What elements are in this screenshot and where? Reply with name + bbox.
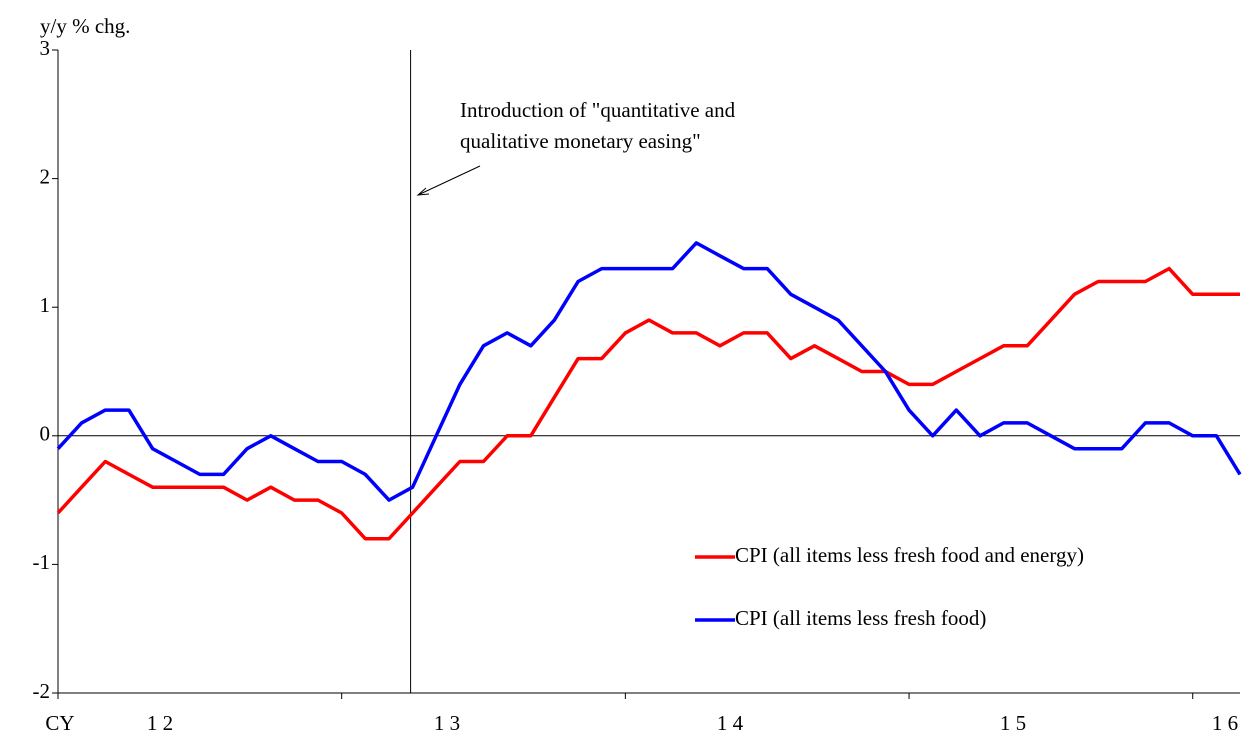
y-tick-label: -1 — [33, 550, 51, 574]
x-tick-label: 1 5 — [1000, 711, 1026, 735]
annotation-arrow — [417, 165, 481, 196]
x-tick-label: CY — [45, 711, 74, 735]
series-line — [56, 266, 1240, 541]
y-tick-label: 2 — [40, 164, 51, 188]
x-tick-label: 1 6 — [1212, 711, 1238, 735]
arrow-head — [416, 187, 430, 196]
annotation: qualitative monetary easing" — [460, 129, 701, 153]
x-tick-label: 1 2 — [147, 711, 173, 735]
legend-label: CPI (all items less fresh food) — [735, 606, 986, 630]
y-tick-label: 0 — [40, 422, 51, 446]
y-tick-label: -2 — [33, 679, 51, 703]
series-line — [56, 241, 1242, 502]
legend-label: CPI (all items less fresh food and energ… — [735, 543, 1084, 567]
x-tick-label: 1 4 — [717, 711, 744, 735]
annotation: Introduction of "quantitative and — [460, 98, 736, 122]
x-tick-label: 1 3 — [434, 711, 460, 735]
y-tick-label: 3 — [40, 36, 51, 60]
y-axis-label: y/y % chg. — [40, 14, 130, 38]
y-tick-label: 1 — [40, 293, 51, 317]
